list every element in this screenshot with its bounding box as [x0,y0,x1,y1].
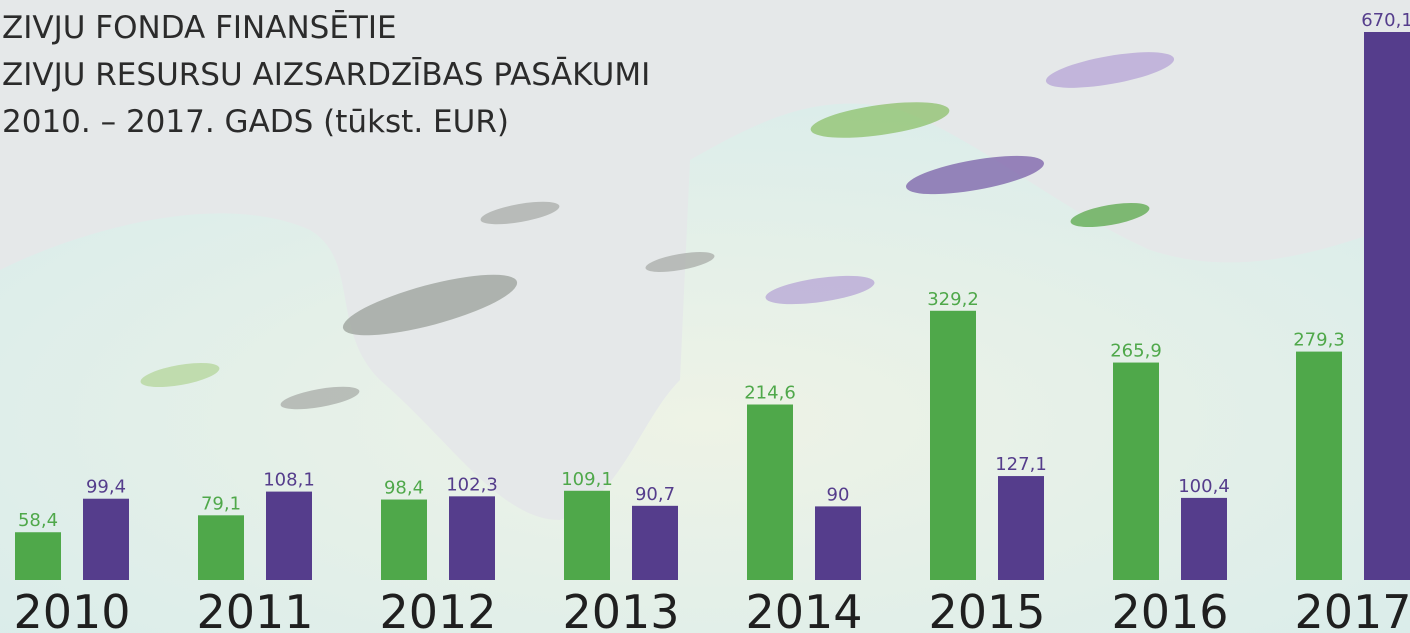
value-label: 265,9 [1110,341,1162,362]
bar [998,476,1044,580]
chart-title: 2010. – 2017. GADS (tūkst. EUR) [2,104,509,140]
x-tick-label: 2013 [562,585,679,633]
bar [747,404,793,580]
value-label: 670,1 [1361,10,1410,31]
x-tick-label: 2012 [379,585,496,633]
value-label: 99,4 [86,477,126,498]
x-tick-label: 2016 [1111,585,1228,633]
bar [1296,351,1342,580]
value-label: 100,4 [1178,476,1230,497]
x-tick-label: 2011 [196,585,313,633]
value-label: 90 [827,484,850,505]
value-label: 108,1 [263,470,315,491]
x-tick-label: 2015 [928,585,1045,633]
bar [564,490,610,580]
value-label: 79,1 [201,493,241,514]
bar [83,498,129,580]
value-label: 329,2 [927,289,979,310]
x-tick-label: 2014 [745,585,862,633]
bar [930,310,976,580]
value-label: 279,3 [1293,330,1345,351]
bar [381,499,427,580]
value-label: 214,6 [744,383,796,404]
bar [815,506,861,580]
value-label: 98,4 [384,478,424,499]
bar [1113,362,1159,580]
bar [1364,32,1410,580]
fish-decoration [140,52,1175,410]
sea-area [0,103,1410,633]
bar [15,532,61,580]
x-tick-label: 2017 [1294,585,1410,633]
bar [449,496,495,580]
value-label: 58,4 [18,510,58,531]
bar [632,505,678,580]
bar [266,491,312,580]
value-label: 109,1 [561,469,613,490]
bar [198,515,244,580]
value-label: 90,7 [635,484,675,505]
value-label: 127,1 [995,454,1047,475]
value-label: 102,3 [446,474,498,495]
chart-title: ZIVJU FONDA FINANSĒTIE [2,10,397,46]
x-tick-label: 2010 [13,585,130,633]
chart-title: ZIVJU RESURSU AIZSARDZĪBAS PASĀKUMI [2,57,650,93]
bar [1181,497,1227,580]
